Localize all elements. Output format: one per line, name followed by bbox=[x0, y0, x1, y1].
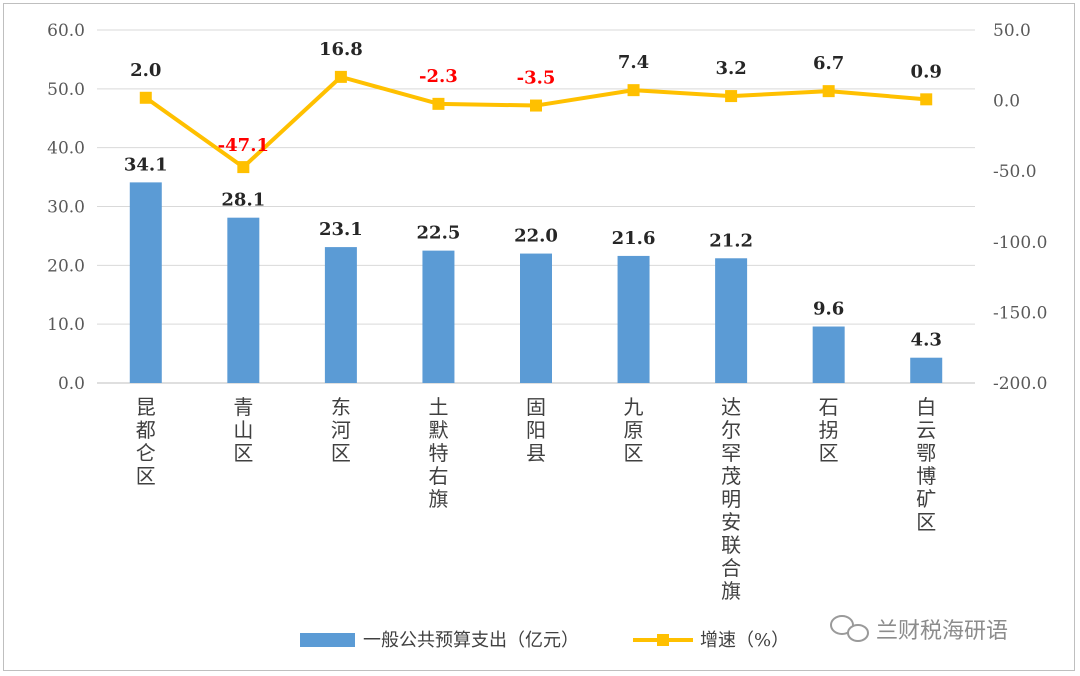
category-label: 合 bbox=[721, 556, 741, 580]
y-left-tick-label: 20.0 bbox=[47, 256, 85, 276]
category-label: 仑 bbox=[136, 441, 156, 465]
category-label: 区 bbox=[136, 464, 156, 488]
y-left-tick-label: 30.0 bbox=[47, 198, 85, 218]
bar-data-label: 9.6 bbox=[813, 299, 844, 320]
growth-data-label: 6.7 bbox=[813, 53, 844, 74]
category-label: 九 bbox=[624, 395, 644, 419]
category-label: 达 bbox=[721, 395, 741, 419]
y-left-tick-label: 40.0 bbox=[47, 139, 85, 159]
growth-data-label: 16.8 bbox=[319, 39, 363, 60]
bar bbox=[715, 258, 748, 383]
growth-data-label: -47.1 bbox=[218, 135, 269, 156]
growth-data-label: 7.4 bbox=[618, 52, 649, 73]
growth-marker bbox=[334, 70, 347, 83]
y-left-tick-label: 0.0 bbox=[58, 374, 85, 394]
category-label: 特 bbox=[428, 441, 448, 465]
wechat-icon bbox=[830, 615, 869, 642]
category-label: 原 bbox=[624, 418, 644, 442]
category-label: 博 bbox=[916, 464, 936, 488]
y-right-tick-label: 0.0 bbox=[993, 92, 1020, 112]
growth-data-label: -2.3 bbox=[419, 66, 458, 87]
bar bbox=[227, 217, 260, 383]
category-label: 鄂 bbox=[916, 441, 936, 465]
bar-data-label: 21.6 bbox=[612, 228, 656, 249]
bar bbox=[812, 326, 845, 383]
y-left-tick-label: 10.0 bbox=[47, 315, 85, 335]
watermark-text: 兰财税海研语 bbox=[876, 619, 1008, 644]
category-label: 拐 bbox=[819, 418, 839, 442]
legend-swatch-marker bbox=[657, 634, 669, 646]
bar bbox=[324, 247, 357, 383]
bar bbox=[520, 253, 552, 383]
category-label: 土 bbox=[428, 395, 448, 419]
y-right-tick-label: -150.0 bbox=[993, 303, 1047, 323]
growth-data-label: 3.2 bbox=[715, 58, 746, 79]
y-right-tick-label: 50.0 bbox=[993, 21, 1031, 41]
bar bbox=[910, 357, 943, 383]
legend-label-bar: 一般公共预算支出（亿元） bbox=[363, 630, 579, 651]
bar-data-label: 34.1 bbox=[124, 154, 168, 175]
bar-data-label: 4.3 bbox=[911, 330, 942, 351]
category-label: 县 bbox=[526, 441, 546, 465]
legend-label-line: 增速（%） bbox=[700, 630, 789, 651]
growth-marker bbox=[530, 99, 542, 112]
category-label: 青 bbox=[233, 395, 253, 419]
bar bbox=[129, 182, 162, 383]
growth-marker bbox=[432, 97, 445, 110]
category-label: 东 bbox=[331, 395, 351, 419]
y-right-tick-label: -200.0 bbox=[993, 374, 1047, 394]
category-label: 区 bbox=[233, 441, 253, 465]
category-label: 区 bbox=[331, 441, 351, 465]
growth-data-label: 2.0 bbox=[130, 60, 161, 81]
growth-marker bbox=[920, 93, 933, 106]
growth-marker bbox=[822, 85, 835, 98]
category-label: 安 bbox=[721, 510, 741, 534]
category-label: 默 bbox=[428, 418, 448, 442]
category-label: 阳 bbox=[526, 418, 546, 442]
bar-data-label: 21.2 bbox=[709, 230, 753, 251]
category-label: 旗 bbox=[721, 579, 741, 603]
growth-marker bbox=[725, 90, 738, 103]
bar-data-label: 22.0 bbox=[514, 226, 558, 247]
category-label: 河 bbox=[331, 418, 351, 442]
category-label: 云 bbox=[916, 418, 936, 442]
category-label: 区 bbox=[819, 441, 839, 465]
y-right-tick-label: -100.0 bbox=[993, 233, 1047, 253]
category-label: 茂 bbox=[721, 464, 741, 488]
category-label: 联 bbox=[721, 533, 741, 557]
category-label: 白 bbox=[916, 395, 936, 419]
y-right-tick-label: -50.0 bbox=[993, 162, 1037, 182]
y-left-tick-label: 50.0 bbox=[47, 80, 85, 100]
bar-data-label: 23.1 bbox=[319, 219, 363, 240]
category-label: 矿 bbox=[916, 487, 936, 511]
growth-marker bbox=[139, 91, 152, 104]
category-label: 都 bbox=[136, 418, 156, 442]
category-label: 尔 bbox=[721, 418, 741, 442]
bar bbox=[617, 255, 650, 383]
legend-swatch-bar bbox=[300, 633, 355, 647]
category-label: 右 bbox=[428, 464, 448, 488]
bar-data-label: 28.1 bbox=[221, 190, 265, 211]
y-left-tick-label: 60.0 bbox=[47, 21, 85, 41]
growth-data-label: 0.9 bbox=[911, 61, 942, 82]
bar bbox=[422, 250, 455, 383]
category-label: 山 bbox=[233, 418, 253, 442]
growth-marker bbox=[237, 161, 250, 174]
growth-marker bbox=[627, 84, 640, 97]
bar-data-label: 22.5 bbox=[417, 223, 461, 244]
category-label: 区 bbox=[916, 510, 936, 534]
category-label: 石 bbox=[819, 395, 839, 419]
growth-data-label: -3.5 bbox=[517, 68, 556, 89]
category-label: 固 bbox=[526, 395, 546, 419]
category-label: 旗 bbox=[428, 487, 448, 511]
category-label: 昆 bbox=[136, 395, 156, 419]
category-label: 罕 bbox=[721, 441, 741, 465]
category-label: 区 bbox=[624, 441, 644, 465]
category-label: 明 bbox=[721, 487, 741, 511]
